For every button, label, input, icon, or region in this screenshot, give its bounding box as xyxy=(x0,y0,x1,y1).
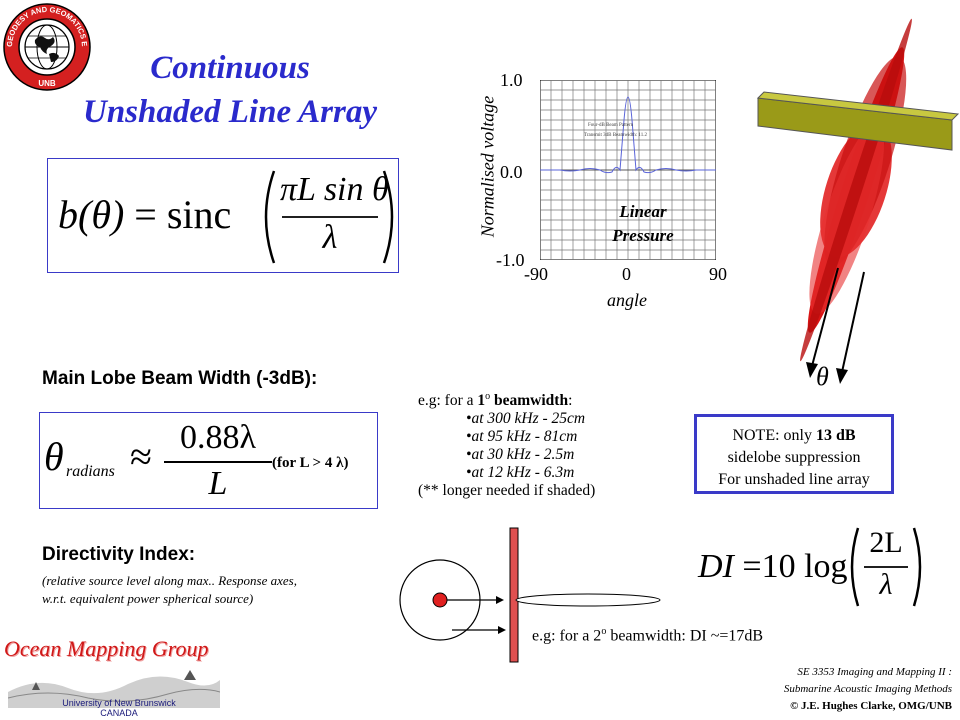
example-item: •at 12 kHz - 6.3m xyxy=(466,464,575,482)
beamwidth-examples: e.g: for a 1o beamwidth: •at 300 kHz - 2… xyxy=(418,388,595,500)
ml-fraction-line xyxy=(164,461,272,463)
ml-lhs: θ xyxy=(44,434,64,479)
examples-intro: e.g: for a 1o beamwidth: xyxy=(418,391,573,410)
di-lhs: DI xyxy=(698,548,734,585)
plot-annotation-linear: Linear xyxy=(619,202,667,221)
omg-line-2: CANADA xyxy=(100,708,138,718)
example-item: •at 300 kHz - 25cm xyxy=(466,410,586,428)
footer-line-1: SE 3353 Imaging and Mapping II : xyxy=(797,666,952,678)
note-line-3: For unshaded line array xyxy=(718,471,870,488)
directivity-heading: Directivity Index: xyxy=(42,544,196,565)
plot-xlabel: angle xyxy=(607,290,647,310)
plot-ytick-neg1: -1.0 xyxy=(496,250,525,270)
di-denominator: λ xyxy=(879,568,893,601)
ml-numerator: 0.88λ xyxy=(180,419,256,456)
beam-pattern-equation: b(θ) = sinc πL sin θ λ xyxy=(47,158,399,273)
note-line-1: NOTE: only 13 dB xyxy=(732,427,856,444)
omg-line-1: University of New Brunswick xyxy=(62,698,176,708)
plot-ylabel: Normalised voltage xyxy=(477,95,498,238)
plot-inner-note-1: Four-dB Beam Pattern xyxy=(588,123,634,128)
note-box: NOTE: only 13 dB sidelobe suppression Fo… xyxy=(694,414,894,494)
plot-annotation-pressure: Pressure xyxy=(612,226,674,245)
footer: SE 3353 Imaging and Mapping II : Submari… xyxy=(784,664,952,715)
plot-xtick-0: 0 xyxy=(622,264,631,284)
example-item: •at 95 kHz - 81cm xyxy=(466,428,578,446)
omg-logo: Ocean Mapping Group University of New Br… xyxy=(4,636,224,718)
di-numerator: 2L xyxy=(869,526,903,559)
title-line-2: Unshaded Line Array xyxy=(83,94,377,130)
logo-bottom-text: UNB xyxy=(38,79,56,88)
di-equation: DI =10 log 2L λ xyxy=(698,524,928,610)
gge-logo: GEODESY AND GEOMATICS ENGINEERING UNB xyxy=(0,0,92,92)
main-lobe-equation: θ radians ≈ 0.88λ L (for L > 4 λ) xyxy=(39,412,378,509)
di-log: log xyxy=(804,548,848,585)
footer-line-2: Submarine Acoustic Imaging Methods xyxy=(783,683,952,695)
plot-inner-note-2: Transmit 3dB Beamwidth: 11.2 xyxy=(584,133,647,138)
directivity-desc: (relative source level along max.. Respo… xyxy=(42,573,297,606)
eq-numerator: πL sin θ xyxy=(280,171,389,208)
examples-footnote: (** longer needed if shaded) xyxy=(418,482,596,500)
theta-label: θ xyxy=(816,362,829,391)
directivity-example: e.g: for a 2o beamwidth: DI ~=17dB xyxy=(532,626,764,645)
eq-equals: = xyxy=(134,192,157,237)
plot-xtick-neg90: -90 xyxy=(524,264,548,284)
omg-seafloor-graphic xyxy=(8,670,220,708)
ml-condition: (for L > 4 λ) xyxy=(272,455,349,471)
ml-approx: ≈ xyxy=(130,434,152,479)
title-line-1: Continuous xyxy=(150,50,310,86)
omg-name: Ocean Mapping Group xyxy=(4,636,209,661)
di-equals: = xyxy=(742,548,762,585)
ml-lhs-sub: radians xyxy=(66,463,115,480)
page-title: Continuous Unshaded Line Array xyxy=(60,46,400,134)
plot-area: Four-dB Beam Pattern Transmit 3dB Beamwi… xyxy=(540,80,716,260)
example-item: •at 30 kHz - 2.5m xyxy=(466,446,575,464)
beam-3d-illustration xyxy=(756,18,960,384)
eq-denominator: λ xyxy=(322,219,338,256)
footer-line-3: © J.E. Hughes Clarke, OMG/UNB xyxy=(790,700,952,712)
note-line-2: sidelobe suppression xyxy=(727,449,861,466)
plot-ytick-1: 1.0 xyxy=(500,70,523,90)
plot-xtick-90: 90 xyxy=(709,264,727,284)
beam-pattern-plot: Normalised voltage 1.0 0.0 -1.0 Four-dB … xyxy=(462,68,752,318)
eq-lhs: b(θ) xyxy=(58,192,125,237)
eq-sinc: sinc xyxy=(166,192,232,237)
plot-ytick-0: 0.0 xyxy=(500,162,523,182)
directivity-diagram xyxy=(399,527,661,663)
di-coef: 10 xyxy=(761,548,796,585)
ml-denominator: L xyxy=(208,465,228,502)
main-lobe-heading: Main Lobe Beam Width (-3dB): xyxy=(42,368,318,389)
